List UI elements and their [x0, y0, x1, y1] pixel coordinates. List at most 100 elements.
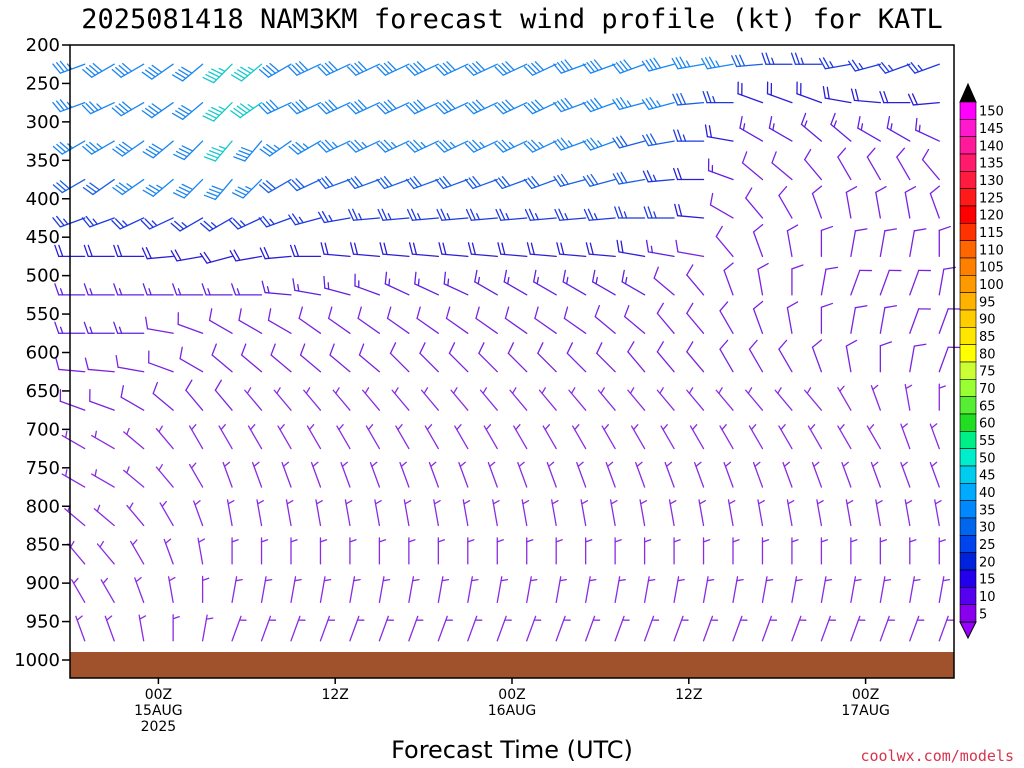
wind-barb [612, 171, 646, 185]
barb-half-feather [459, 461, 466, 468]
wind-barb [820, 225, 834, 258]
barb-full-feather [537, 342, 544, 354]
wind-barb [403, 499, 412, 527]
wind-barb [521, 499, 530, 527]
barb-full-feather [620, 240, 624, 254]
barb-full-feather [85, 66, 96, 76]
barb-full-feather [413, 101, 423, 111]
barb-full-feather [583, 208, 590, 221]
barb-half-feather [374, 500, 382, 505]
barb-full-feather [408, 242, 414, 255]
wind-barb [791, 576, 803, 603]
wind-barb [193, 500, 204, 527]
wind-barb [104, 615, 115, 642]
wind-barb [111, 62, 145, 78]
wind-barb [596, 342, 616, 373]
wind-barb [782, 461, 793, 488]
wind-barb [288, 99, 322, 115]
barb-full-feather [86, 184, 97, 193]
barb-full-feather [883, 91, 889, 104]
barb-full-feather [649, 133, 657, 145]
barb-full-feather [596, 342, 603, 354]
barb-full-feather [884, 228, 897, 232]
barb-staff [624, 315, 646, 334]
barb-full-feather [83, 321, 89, 334]
colorbar-swatch [959, 257, 977, 276]
barb-half-feather [565, 276, 569, 285]
wind-barb [378, 537, 387, 565]
colorbar-bottom-triangle [959, 621, 977, 640]
barb-full-feather [523, 66, 534, 76]
wind-barb [816, 499, 824, 527]
wind-barb [288, 178, 322, 192]
x-tick-label: 12Z [321, 687, 348, 703]
barb-full-feather [765, 52, 771, 65]
credit-link[interactable]: coolwx.com/models [860, 747, 1014, 765]
wind-barb [211, 343, 233, 373]
barb-half-feather [96, 504, 101, 512]
barb-full-feather [266, 143, 277, 153]
barb-staff [478, 352, 498, 373]
barb-full-feather [616, 172, 624, 185]
barb-staff [909, 230, 915, 258]
wind-barb [317, 176, 351, 190]
barb-full-feather [442, 139, 453, 150]
wind-barb [167, 576, 176, 603]
barb-full-feather [528, 208, 535, 221]
barb-staff [938, 308, 949, 334]
barb-full-feather [472, 139, 482, 150]
barb-full-feather [556, 138, 566, 150]
barb-full-feather [354, 176, 364, 187]
barb-half-feather [918, 124, 921, 133]
wind-barb [627, 387, 646, 411]
barb-full-feather [406, 208, 414, 221]
colorbar-swatch [959, 292, 977, 311]
wind-barb [627, 341, 646, 373]
barb-full-feather [234, 71, 246, 80]
barb-full-feather [534, 306, 539, 320]
wind-barb [820, 266, 839, 296]
barb-full-feather [89, 101, 99, 111]
barb-half-feather [341, 461, 349, 468]
wind-barb [702, 537, 711, 565]
wind-barb [173, 178, 204, 199]
barb-staff [850, 307, 857, 334]
barb-full-feather [83, 244, 89, 258]
wind-barb [229, 217, 263, 230]
barb-staff [329, 354, 351, 373]
barb-staff [596, 352, 616, 373]
barb-full-feather [472, 62, 482, 73]
wind-barb [259, 140, 292, 157]
wind-barb [830, 112, 852, 142]
x-tick-label: 00Z [498, 687, 525, 703]
barb-full-feather [527, 141, 537, 152]
wind-barb [850, 88, 881, 104]
barb-staff [59, 400, 86, 411]
wind-barb [144, 316, 174, 334]
barb-full-feather [288, 66, 298, 76]
barb-full-feather [719, 301, 729, 312]
barb-full-feather [615, 62, 625, 73]
barb-staff [778, 348, 793, 373]
barb-half-feather [806, 387, 812, 394]
barb-full-feather [468, 102, 478, 113]
wind-barb [408, 242, 439, 258]
wind-barb [55, 357, 86, 373]
barb-full-feather [524, 208, 531, 221]
barb-full-feather [208, 109, 220, 117]
wind-barb [81, 101, 115, 115]
barb-half-feather [522, 500, 530, 505]
wind-barb [811, 185, 823, 219]
wind-barb [664, 461, 675, 488]
barb-full-feather [582, 63, 592, 74]
wind-barb [222, 461, 233, 488]
barb-full-feather [627, 341, 635, 353]
barb-full-feather [202, 76, 215, 84]
wind-barb [310, 461, 322, 488]
colorbar-swatch [959, 587, 977, 605]
colorbar-swatch [959, 309, 977, 328]
wind-barb [123, 427, 145, 450]
barb-full-feather [556, 242, 561, 255]
barb-full-feather [211, 147, 224, 153]
colorbar-label: 105 [979, 261, 1004, 276]
